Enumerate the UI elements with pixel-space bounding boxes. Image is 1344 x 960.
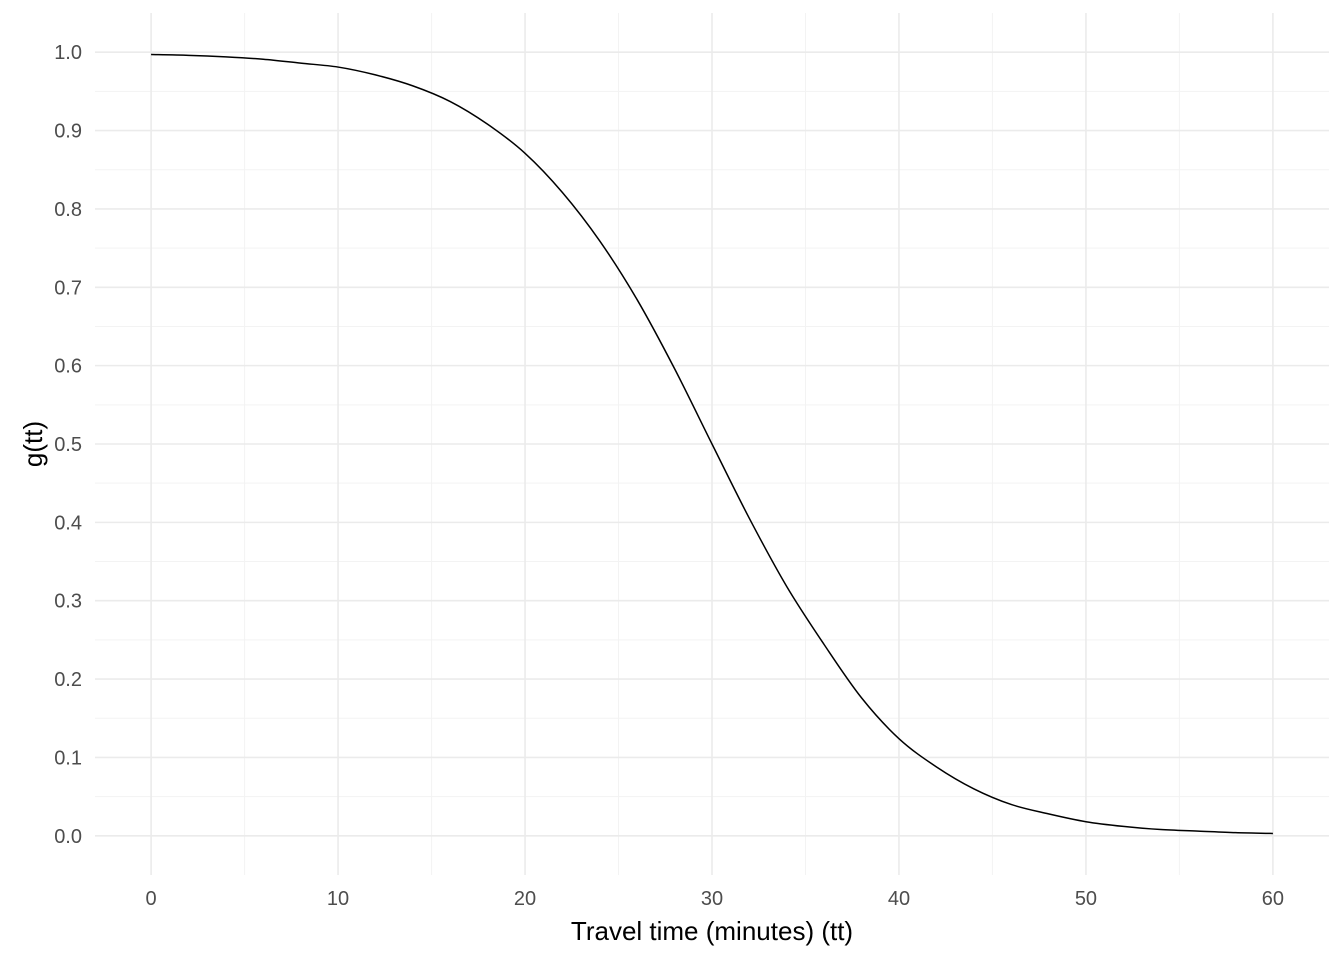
x-axis-title: Travel time (minutes) (tt)	[571, 916, 853, 946]
x-tick-label: 30	[701, 888, 723, 910]
x-tick-label: 10	[327, 888, 349, 910]
x-tick-label: 0	[146, 888, 157, 910]
x-axis-ticks: 0 10 20 30 40 50 60	[146, 888, 1285, 910]
y-tick-label: 0.7	[54, 277, 82, 299]
y-tick-label: 0.2	[54, 669, 82, 691]
y-tick-label: 1.0	[54, 42, 82, 64]
x-tick-label: 20	[514, 888, 536, 910]
x-tick-label: 40	[888, 888, 910, 910]
y-tick-label: 0.9	[54, 121, 82, 143]
y-tick-label: 0.3	[54, 591, 82, 613]
y-tick-label: 0.1	[54, 747, 82, 769]
x-tick-label: 60	[1262, 888, 1284, 910]
y-axis-ticks: 0.0 0.1 0.2 0.3 0.4 0.5 0.6 0.7 0.8 0.9 1.0	[54, 42, 82, 848]
series-layer	[151, 53, 1273, 835]
y-axis-title: g(tt)	[18, 421, 48, 467]
series-line-g(tt)	[151, 53, 1273, 835]
y-tick-label: 0.0	[54, 826, 82, 848]
grid-layer	[95, 13, 1329, 875]
y-tick-label: 0.5	[54, 434, 82, 456]
y-tick-label: 0.4	[54, 512, 82, 534]
x-tick-label: 50	[1075, 888, 1097, 910]
y-tick-label: 0.8	[54, 199, 82, 221]
y-tick-label: 0.6	[54, 356, 82, 378]
